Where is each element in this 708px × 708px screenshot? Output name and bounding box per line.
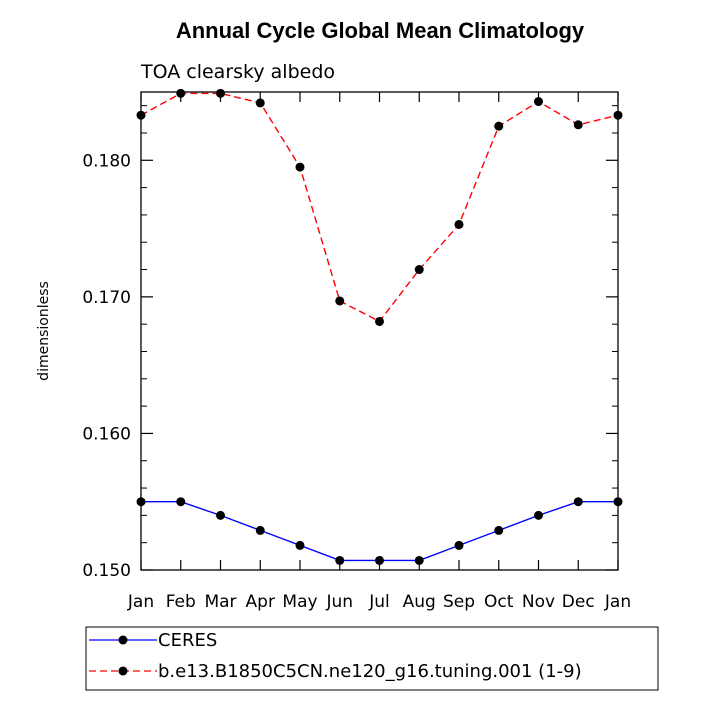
x-tick-label: Jan (127, 592, 154, 612)
series-line-0 (141, 501, 618, 562)
x-tick-label: Dec (562, 592, 595, 612)
series-0-point (375, 555, 384, 565)
series-1-point (494, 121, 504, 131)
series-line-1 (140, 92, 619, 323)
legend-marker-model (118, 666, 128, 676)
legend-entry-ceres: CERES (89, 630, 217, 651)
chart-title: Annual Cycle Global Mean Climatology (176, 18, 585, 43)
x-tick-label: Sep (443, 592, 475, 612)
x-tick-label: May (282, 592, 317, 612)
x-tick-label: Apr (246, 592, 275, 612)
series-0-point (613, 497, 623, 507)
x-tick-label: Mar (204, 592, 236, 612)
series-0-point (454, 540, 464, 550)
series-1-point (295, 162, 305, 172)
plot-frame (140, 91, 619, 571)
series-1-point (414, 265, 424, 275)
series-0-point (176, 497, 186, 507)
series-0-point (573, 497, 583, 507)
y-tick-label: 0.180 (82, 151, 131, 171)
series-1-point (573, 120, 583, 130)
y-tick-label: 0.160 (82, 424, 131, 444)
series-1-point (534, 97, 543, 107)
series-0-point (335, 555, 345, 565)
series-0-point (255, 525, 265, 535)
legend: CERES b.e13.B1850C5CN.ne120_g16.tuning.0… (85, 626, 659, 691)
series-1-point (375, 316, 384, 326)
series-0-point (295, 540, 305, 550)
x-tick-label: Feb (166, 592, 196, 612)
series-0-point (534, 510, 543, 520)
series-1-point (136, 110, 146, 120)
y-tick-label: 0.150 (82, 561, 131, 581)
series-0-point (494, 525, 504, 535)
series-0-point (136, 497, 146, 507)
y-tick-label: 0.170 (82, 288, 131, 308)
legend-entry-model: b.e13.B1850C5CN.ne120_g16.tuning.001 (1-… (89, 661, 582, 682)
legend-label-ceres: CERES (158, 630, 217, 651)
x-tick-label: Jul (368, 592, 390, 612)
series-1-point (255, 98, 265, 108)
series-0-point (414, 555, 424, 565)
x-tick-label: Nov (522, 592, 555, 612)
series-0-point (216, 510, 225, 520)
x-tick-label: Oct (484, 592, 514, 612)
chart-subtitle: TOA clearsky albedo (140, 61, 335, 83)
series-1-point (176, 88, 186, 98)
series-1-point (613, 110, 623, 120)
plot-area: Jan Feb Mar Apr May Jun Jul Aug Sep Oct Nov Dec Jan 0… (82, 88, 631, 612)
series-1-point (454, 219, 464, 229)
x-tick-label: Aug (403, 592, 436, 612)
x-tick-label: Jan (604, 592, 631, 612)
legend-label-model: b.e13.B1850C5CN.ne120_g16.tuning.001 (1-… (158, 661, 582, 682)
legend-marker-ceres (118, 635, 128, 645)
series-1-point (216, 88, 225, 98)
y-axis-label: dimensionless (36, 281, 52, 381)
x-tick-label: Jun (325, 592, 353, 612)
legend-box (85, 626, 659, 691)
series-1-point (335, 296, 345, 306)
